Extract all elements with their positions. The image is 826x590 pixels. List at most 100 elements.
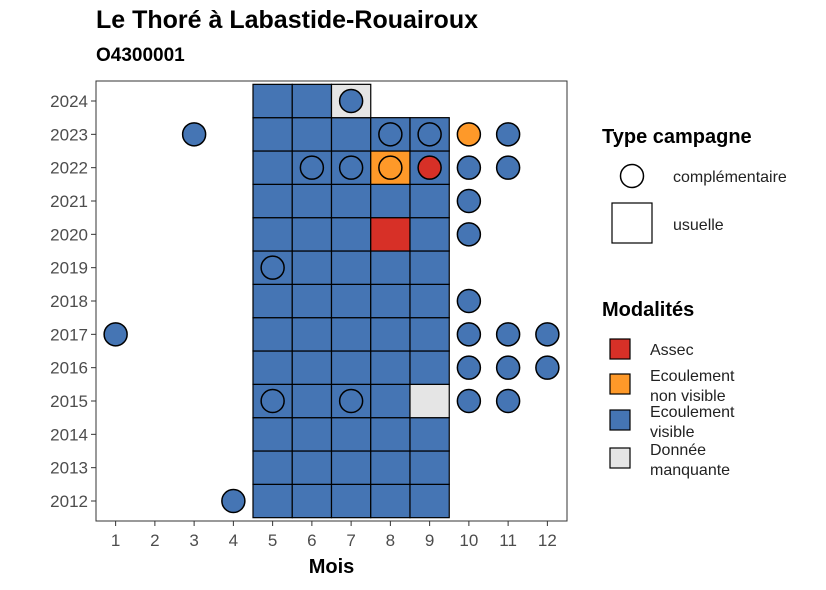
chart-title: Le Thoré à Labastide-Rouairoux	[96, 6, 479, 34]
tile-2017-8	[370, 317, 411, 352]
tile-2018-9	[409, 283, 450, 319]
legend-key-circle	[619, 163, 645, 189]
y-tick-label-2019: 2019	[50, 259, 88, 278]
tile-2012-9	[409, 483, 450, 519]
tile-2013-7	[330, 450, 372, 485]
y-tick-label-2015: 2015	[50, 392, 88, 411]
y-tick-label-2023: 2023	[50, 125, 88, 144]
legend-label-donn-e-manquante-0: Donnée	[650, 442, 706, 459]
tile-2015-6	[291, 383, 333, 419]
legend-key-ecoulement-visible	[609, 409, 631, 431]
tile-2013-8	[370, 450, 411, 485]
legend-label-assec-0: Assec	[650, 342, 694, 359]
tile-2012-8	[370, 483, 411, 519]
x-tick-label-3: 3	[189, 531, 198, 550]
point-2022-10	[456, 155, 482, 180]
tile-2019-6	[291, 250, 333, 285]
tile-2013-9	[409, 450, 450, 485]
x-tick-label-4: 4	[229, 531, 238, 550]
tile-2020-9	[409, 217, 450, 252]
chart-subtitle: O4300001	[96, 45, 185, 66]
point-2022-11	[495, 155, 521, 180]
tile-2013-5	[252, 450, 293, 485]
x-tick-label-2: 2	[150, 531, 159, 550]
legend-type-title: Type campagne	[602, 126, 752, 148]
tile-2021-9	[409, 183, 450, 219]
tile-2023-7	[330, 117, 372, 152]
legend-key-square	[611, 202, 653, 244]
tile-2014-9	[409, 417, 450, 452]
tile-2014-7	[330, 417, 372, 452]
point-2022-9	[417, 155, 442, 180]
tile-2016-9	[409, 350, 450, 385]
point-2015-7	[338, 388, 364, 414]
tile-2017-7	[330, 317, 372, 352]
legend-label-complementaire: complémentaire	[673, 169, 787, 186]
point-2016-10	[456, 355, 482, 380]
tile-2020-6	[291, 217, 333, 252]
legend-key-assec	[609, 338, 631, 360]
tile-2018-5	[252, 283, 293, 319]
tile-2022-5	[252, 150, 293, 185]
point-2017-11	[495, 322, 521, 347]
legend-label-ecoulement-non-visible-0: Ecoulement	[650, 368, 735, 385]
tile-2018-8	[370, 283, 411, 319]
point-2015-11	[495, 388, 521, 414]
y-tick-label-2022: 2022	[50, 159, 88, 178]
tile-2012-5	[252, 483, 293, 519]
point-2016-12	[535, 355, 560, 380]
legend-label-ecoulement-visible-1: visible	[650, 424, 695, 441]
tile-2016-5	[252, 350, 293, 385]
tile-2015-9	[409, 383, 450, 419]
plot-area	[96, 81, 567, 521]
legend-label-donn-e-manquante-1: manquante	[650, 462, 730, 479]
tile-2017-6	[291, 317, 333, 352]
tile-2023-5	[252, 117, 293, 152]
point-2023-8	[378, 122, 403, 147]
tile-2017-9	[409, 317, 450, 352]
point-2012-4	[221, 488, 246, 514]
point-2022-7	[338, 155, 364, 180]
tile-2021-6	[291, 183, 333, 219]
x-tick-label-1: 1	[111, 531, 120, 550]
x-tick-label-11: 11	[499, 531, 517, 550]
point-2017-10	[456, 322, 482, 347]
tile-2021-8	[370, 183, 411, 219]
tile-2019-7	[330, 250, 372, 285]
point-2023-10	[456, 122, 482, 147]
point-2022-6	[299, 155, 325, 180]
tile-2018-6	[291, 283, 333, 319]
legend-label-usuelle: usuelle	[673, 217, 724, 234]
tile-2020-5	[252, 217, 293, 252]
tile-2016-7	[330, 350, 372, 385]
tile-2014-8	[370, 417, 411, 452]
legend-key-ecoulement-non-visible	[609, 373, 631, 395]
point-2019-5	[260, 255, 285, 280]
tile-2018-7	[330, 283, 372, 319]
tile-2021-5	[252, 183, 293, 219]
y-tick-label-2018: 2018	[50, 292, 88, 311]
x-tick-label-7: 7	[346, 531, 355, 550]
tile-2012-7	[330, 483, 372, 519]
x-tick-label-12: 12	[538, 531, 557, 550]
x-tick-label-9: 9	[425, 531, 434, 550]
tile-2014-5	[252, 417, 293, 452]
legend-label-ecoulement-visible-0: Ecoulement	[650, 404, 735, 421]
point-2023-9	[417, 122, 442, 147]
point-2023-3	[181, 122, 207, 147]
x-axis-title: Mois	[309, 556, 355, 578]
tile-2017-5	[252, 317, 293, 352]
tile-2016-8	[370, 350, 411, 385]
axes: 2012 2013 2014 2015 2016 2017 2018 2019 2020 2021…	[50, 80, 568, 578]
point-2017-12	[535, 322, 560, 347]
x-tick-label-6: 6	[307, 531, 316, 550]
tile-2013-6	[291, 450, 333, 485]
tile-2020-7	[330, 217, 372, 252]
point-2021-10	[456, 188, 482, 214]
tile-2014-6	[291, 417, 333, 452]
tile-2021-7	[330, 183, 372, 219]
x-tick-label-8: 8	[386, 531, 395, 550]
legend-label-ecoulement-non-visible-1: non visible	[650, 388, 726, 405]
y-tick-label-2017: 2017	[50, 325, 88, 344]
